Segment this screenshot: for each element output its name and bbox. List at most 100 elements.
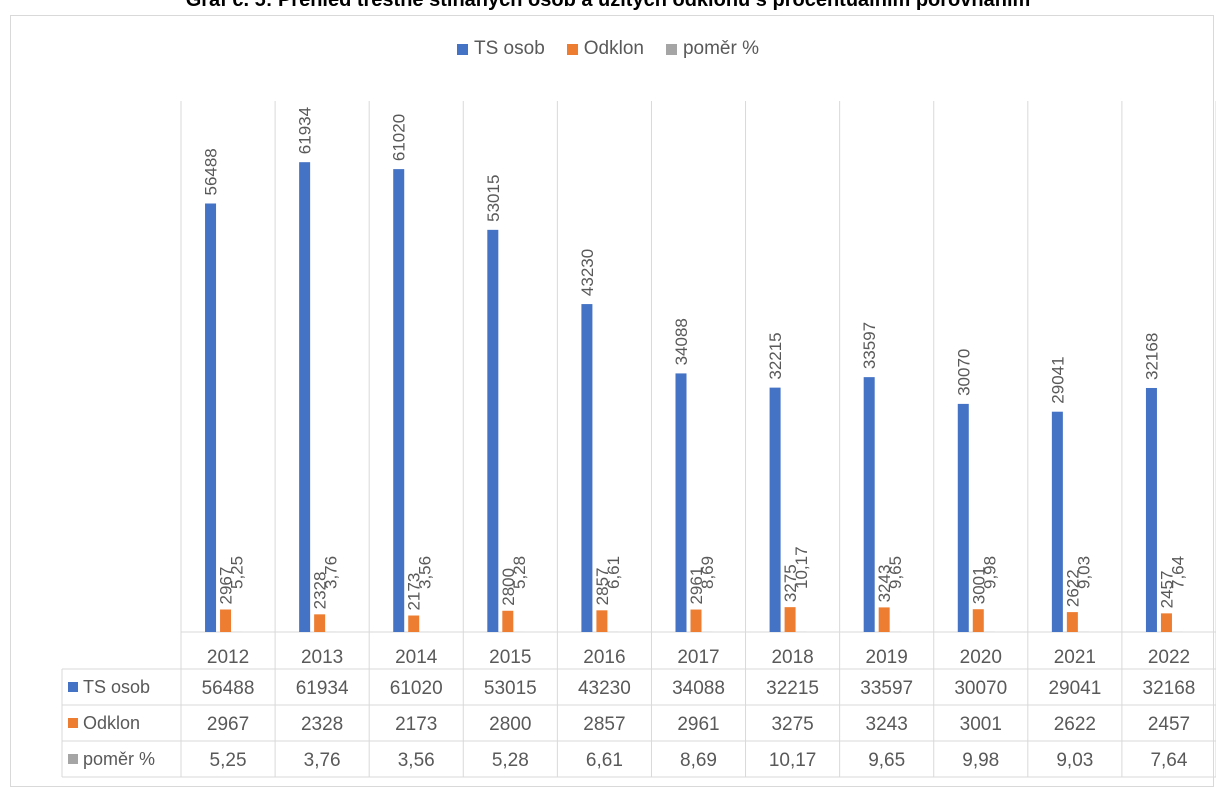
table-cell-ts-osob: 34088 bbox=[672, 678, 725, 699]
table-cell-odklon: 2457 bbox=[1148, 714, 1190, 735]
legend-label-odklon: Odklon bbox=[583, 38, 644, 59]
table-cell-odklon: 3243 bbox=[866, 714, 908, 735]
data-label-pomer: 8,69 bbox=[698, 556, 717, 589]
table-legend-key-pomer bbox=[68, 754, 78, 764]
bar-odklon bbox=[408, 615, 420, 632]
legend-item-odklon: Odklon bbox=[566, 38, 644, 60]
table-cell-odklon: 2622 bbox=[1054, 714, 1096, 735]
table-cell-odklon: 3275 bbox=[771, 714, 813, 735]
bar-odklon bbox=[502, 610, 514, 632]
legend-swatch-pomer bbox=[665, 43, 677, 55]
data-label-odklon: 2328 bbox=[311, 572, 330, 610]
data-label-ts-osob: 61020 bbox=[390, 114, 409, 161]
bar-odklon bbox=[690, 609, 702, 632]
table-cell-pomer: 9,98 bbox=[962, 750, 999, 771]
table-cell-ts-osob: 30070 bbox=[954, 678, 1007, 699]
table-cell-odklon: 3001 bbox=[960, 714, 1002, 735]
bar-ts-osob bbox=[1145, 387, 1157, 632]
category-label: 2013 bbox=[301, 647, 343, 668]
data-label-ts-osob: 61934 bbox=[296, 107, 315, 154]
legend-swatch-ts-osob bbox=[457, 43, 468, 55]
category-label: 2016 bbox=[583, 647, 625, 668]
category-label: 2012 bbox=[207, 647, 249, 668]
table-cell-ts-osob: 32168 bbox=[1143, 678, 1196, 699]
bar-ts-osob bbox=[393, 169, 405, 632]
category-label: 2022 bbox=[1148, 647, 1190, 668]
table-cell-pomer: 5,25 bbox=[210, 750, 247, 771]
data-label-ts-osob: 56488 bbox=[202, 148, 221, 195]
table-cell-ts-osob: 61934 bbox=[296, 678, 349, 699]
data-label-odklon: 2622 bbox=[1063, 569, 1082, 607]
table-cell-pomer: 3,56 bbox=[398, 750, 435, 771]
table-cell-pomer: 5,28 bbox=[492, 750, 529, 771]
data-label-pomer: 7,64 bbox=[1168, 556, 1187, 589]
table-row-header-pomer: poměr % bbox=[83, 749, 155, 769]
table-cell-ts-osob: 56488 bbox=[202, 678, 255, 699]
table-row-header-odklon: Odklon bbox=[83, 713, 140, 733]
data-label-odklon: 3275 bbox=[781, 564, 800, 602]
table-cell-pomer: 8,69 bbox=[680, 750, 717, 771]
data-label-odklon: 2967 bbox=[217, 567, 236, 605]
table-cell-odklon: 2857 bbox=[583, 714, 625, 735]
data-label-ts-osob: 32215 bbox=[766, 332, 785, 379]
bar-odklon bbox=[220, 609, 232, 632]
data-label-odklon: 2961 bbox=[687, 567, 706, 605]
bar-ts-osob bbox=[581, 304, 593, 632]
data-label-pomer: 9,98 bbox=[980, 556, 999, 589]
bar-ts-osob bbox=[957, 403, 969, 632]
table-row-header-ts-osob: TS osob bbox=[83, 677, 150, 697]
table-cell-pomer: 10,17 bbox=[769, 750, 817, 771]
category-label: 2014 bbox=[395, 647, 438, 668]
legend-item-ts-osob: TS osob bbox=[457, 38, 545, 60]
category-label: 2021 bbox=[1054, 647, 1096, 668]
category-label: 2017 bbox=[677, 647, 719, 668]
table-cell-odklon: 2800 bbox=[489, 714, 531, 735]
legend-label-ts-osob: TS osob bbox=[474, 38, 545, 59]
category-label: 2019 bbox=[866, 647, 908, 668]
bar-ts-osob bbox=[863, 377, 875, 632]
data-label-ts-osob: 33597 bbox=[860, 322, 879, 369]
bar-odklon bbox=[878, 607, 890, 632]
table-legend-key-ts-osob bbox=[68, 682, 78, 692]
table-cell-ts-osob: 29041 bbox=[1048, 678, 1101, 699]
table-cell-pomer: 9,65 bbox=[868, 750, 905, 771]
data-label-ts-osob: 53015 bbox=[484, 175, 503, 222]
data-label-pomer: 9,65 bbox=[886, 556, 905, 589]
category-label: 2015 bbox=[489, 647, 531, 668]
bar-odklon bbox=[784, 607, 796, 632]
bar-odklon bbox=[1066, 612, 1078, 632]
data-label-ts-osob: 30070 bbox=[954, 349, 973, 396]
table-cell-odklon: 2173 bbox=[395, 714, 437, 735]
table-cell-ts-osob: 33597 bbox=[860, 678, 913, 699]
bar-odklon bbox=[596, 610, 608, 632]
legend: TS osob Odklon poměr % bbox=[0, 36, 1216, 62]
table-legend-key-odklon bbox=[68, 718, 78, 728]
bar-odklon bbox=[972, 609, 984, 632]
table-cell-ts-osob: 32215 bbox=[766, 678, 819, 699]
data-label-odklon: 2857 bbox=[593, 567, 612, 605]
table-cell-odklon: 2967 bbox=[207, 714, 249, 735]
table-cell-pomer: 7,64 bbox=[1150, 750, 1187, 771]
table-cell-ts-osob: 43230 bbox=[578, 678, 631, 699]
bar-ts-osob bbox=[487, 229, 499, 632]
table-cell-odklon: 2328 bbox=[301, 714, 343, 735]
bar-ts-osob bbox=[299, 162, 311, 632]
legend-swatch-odklon bbox=[566, 43, 578, 55]
chart-title: Graf č. 5: Přehled trestně stíhaných oso… bbox=[185, 0, 1031, 11]
chart-frame bbox=[10, 15, 1214, 787]
data-label-pomer: 10,17 bbox=[792, 546, 811, 589]
data-label-pomer: 5,28 bbox=[510, 556, 529, 589]
data-label-odklon: 2173 bbox=[405, 573, 424, 611]
bar-odklon bbox=[1160, 613, 1172, 632]
table-cell-odklon: 2961 bbox=[677, 714, 719, 735]
data-label-pomer: 9,03 bbox=[1074, 556, 1093, 589]
data-label-ts-osob: 43230 bbox=[578, 249, 597, 296]
data-label-ts-osob: 34088 bbox=[672, 318, 691, 365]
table-cell-pomer: 6,61 bbox=[586, 750, 623, 771]
bar-odklon bbox=[314, 614, 326, 632]
data-label-odklon: 2800 bbox=[499, 568, 518, 606]
data-label-pomer: 6,61 bbox=[604, 556, 623, 589]
bar-ts-osob bbox=[675, 373, 687, 632]
data-label-pomer: 5,25 bbox=[228, 556, 247, 589]
